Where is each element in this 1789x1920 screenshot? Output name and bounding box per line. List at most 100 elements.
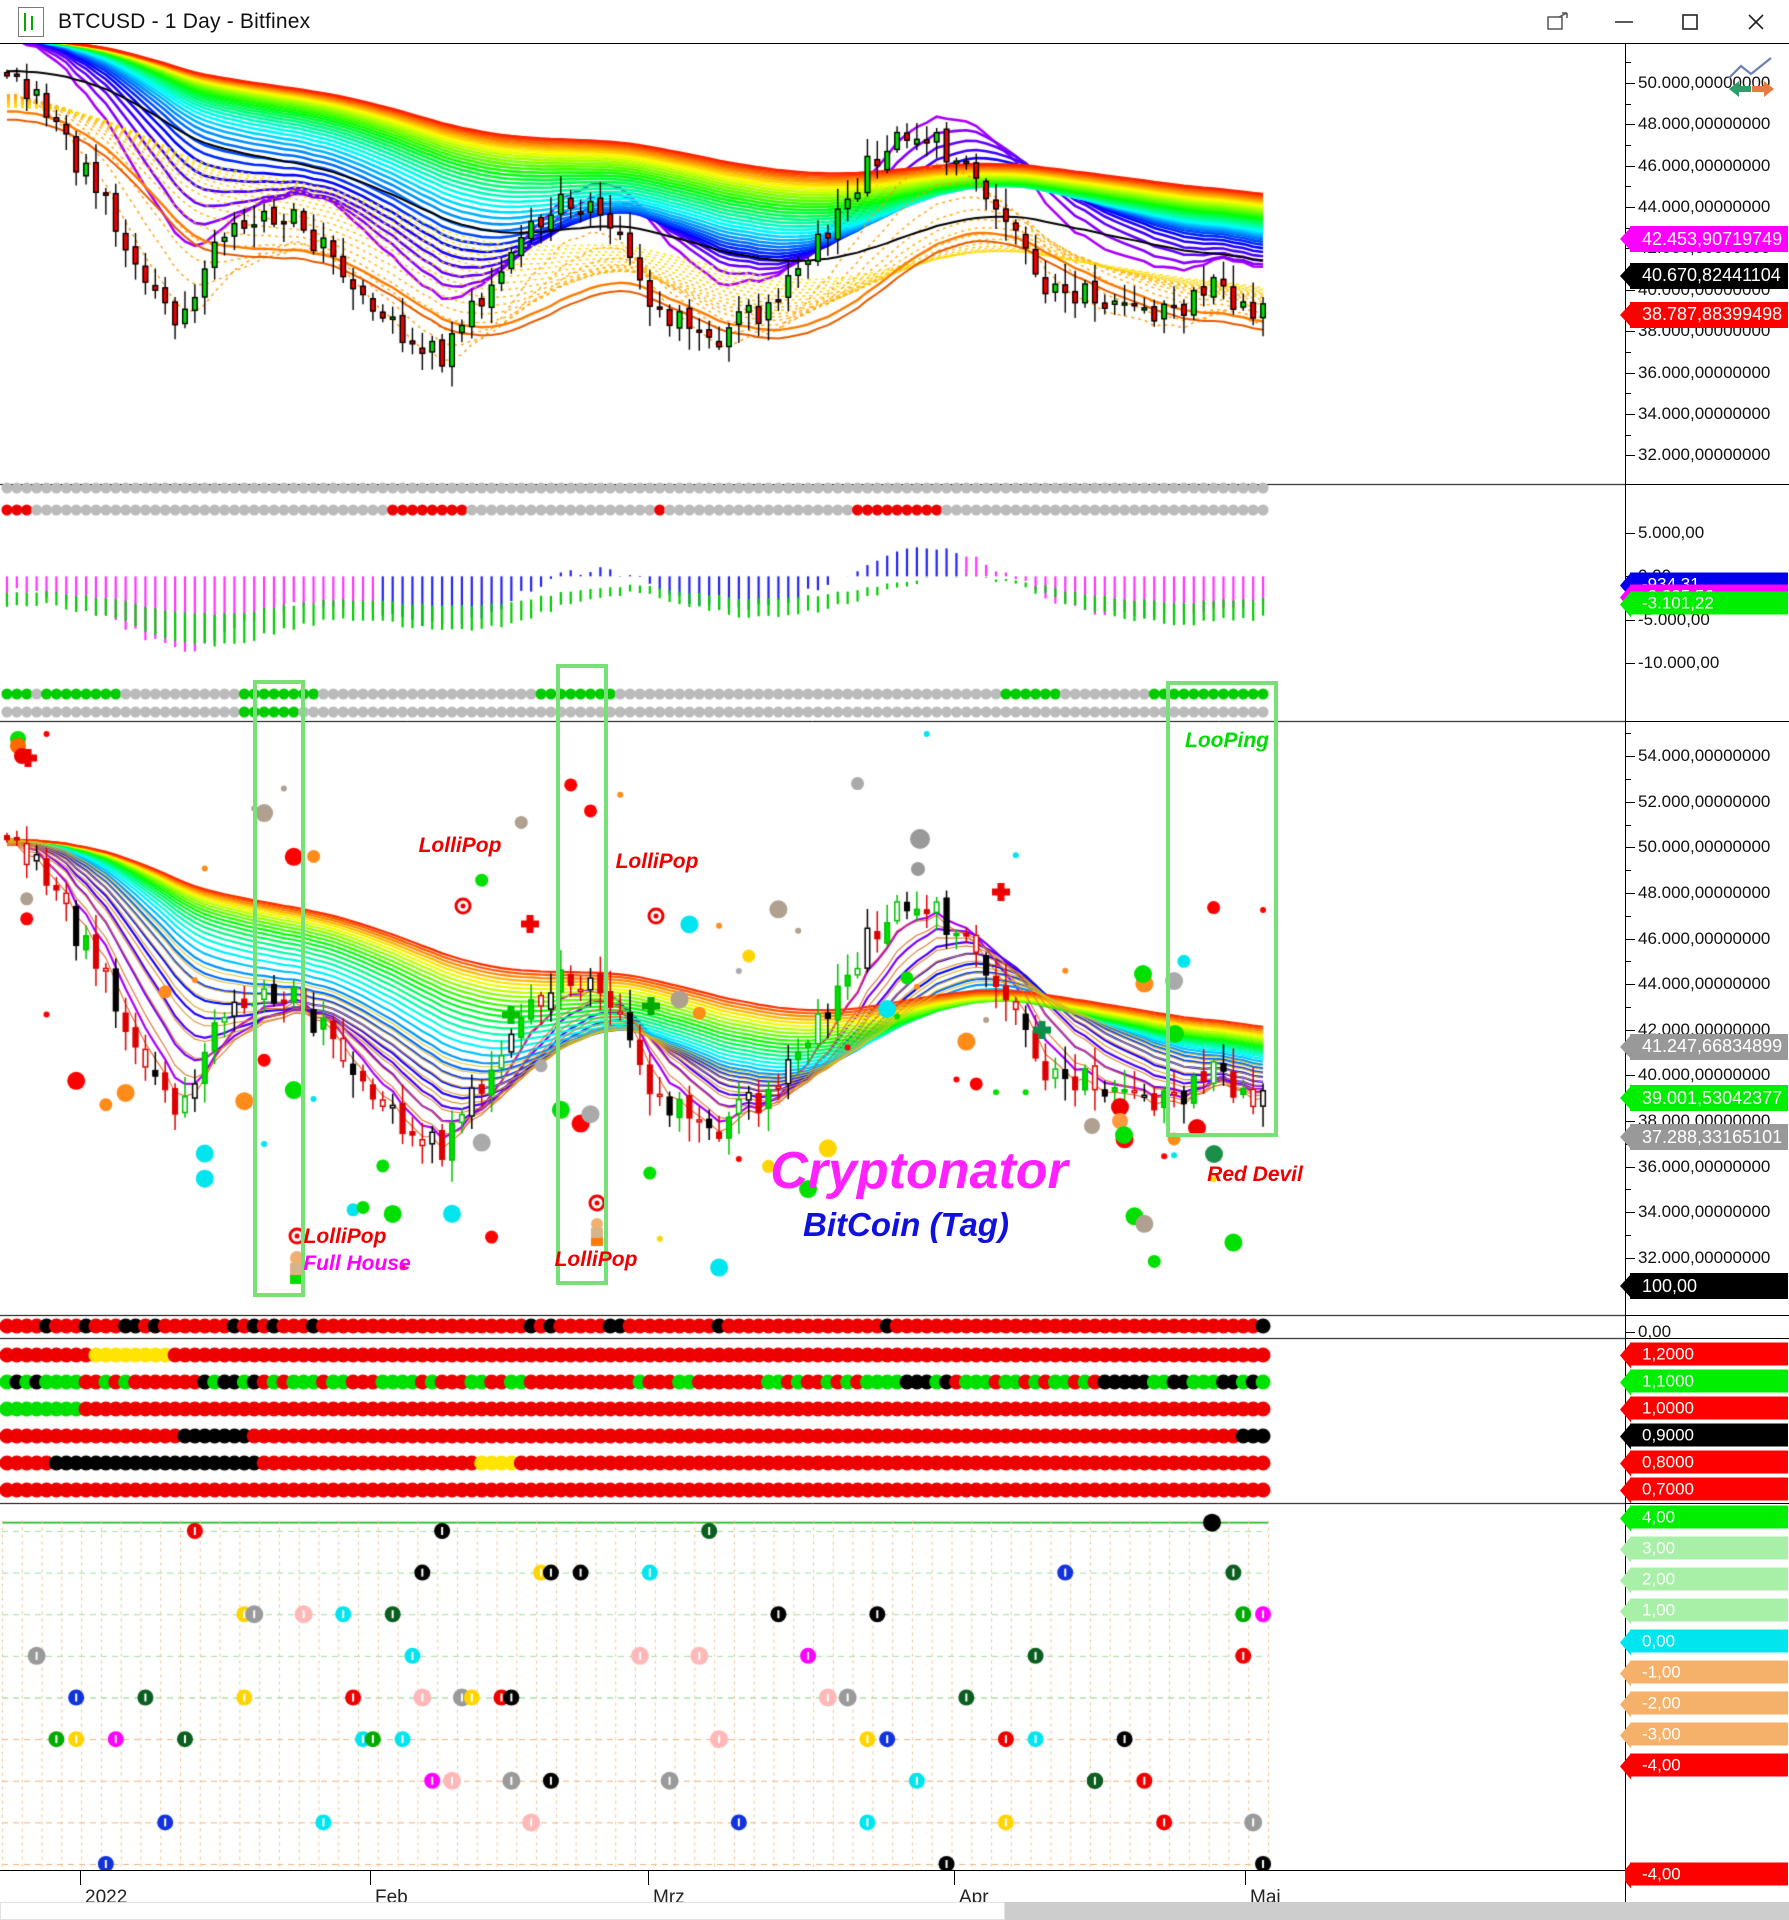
axis-tick	[1626, 1257, 1635, 1259]
window-title-bar: BTCUSD - 1 Day - Bitfinex	[0, 0, 1789, 44]
price-tag-arrow	[1620, 1567, 1631, 1594]
axis-tick	[1626, 938, 1635, 940]
window-title: BTCUSD - 1 Day - Bitfinex	[58, 9, 311, 33]
axis-tick-label: 44.000,00000000	[1638, 197, 1771, 217]
date-tick	[80, 1871, 81, 1885]
window-controls	[1525, 0, 1789, 44]
axis-minor-tick	[1626, 145, 1631, 147]
highlight-box-1	[253, 680, 305, 1297]
axis-separator	[1625, 1338, 1789, 1339]
annotation-lollipop-1: LolliPop	[418, 834, 502, 857]
axis-tick-label: 5.000,00	[1638, 523, 1705, 542]
chart-canvas[interactable]	[0, 44, 1625, 1920]
axis-tick	[1626, 756, 1635, 758]
price-tag-arrow	[1620, 1477, 1631, 1504]
scrollbar-track[interactable]	[1005, 1902, 1789, 1920]
axis-tick	[1626, 893, 1635, 894]
price-tag: -4,00	[1620, 1753, 1788, 1780]
axis-tick	[1626, 801, 1635, 803]
axis-tick	[1626, 984, 1635, 986]
price-tag-arrow	[1620, 1505, 1631, 1532]
annotation-lollipop-3: LolliPop	[303, 1225, 387, 1248]
axis-tick-label: 36.000,00000000	[1638, 1156, 1771, 1176]
price-tag: -4,00	[1620, 1862, 1788, 1889]
axis-minor-tick	[1626, 351, 1631, 353]
axis-tick-label: 44.000,00000000	[1638, 974, 1771, 994]
price-tag: 42.453,90719749	[1620, 226, 1788, 253]
price-tag-arrow	[1620, 301, 1632, 328]
chart-document-icon	[18, 6, 44, 37]
minimize-button[interactable]	[1591, 0, 1657, 44]
price-tag: 40.670,82441104	[1620, 262, 1788, 289]
horizontal-scrollbar[interactable]	[0, 1902, 1789, 1920]
price-tag: 100,00	[1620, 1273, 1788, 1299]
price-tag-arrow	[1620, 1660, 1631, 1687]
price-tag: 39.001,53042377	[1620, 1085, 1788, 1112]
axis-tick-label: 54.000,00000000	[1638, 746, 1771, 766]
axis-tick-label: 0,00	[1638, 1322, 1672, 1341]
restore-down-button[interactable]	[1525, 0, 1591, 44]
axis-tick	[1626, 455, 1635, 457]
price-tag-arrow	[1620, 1369, 1631, 1396]
chart-root: LolliPop LolliPop LolliPop Full House Lo…	[0, 44, 1789, 1920]
axis-minor-tick	[1626, 103, 1631, 105]
price-tag: -3,00	[1620, 1722, 1788, 1749]
axis-separator	[1625, 484, 1789, 485]
price-tag: 41.247,66834899	[1620, 1033, 1788, 1060]
price-tag-arrow	[1620, 1629, 1631, 1656]
axis-minor-tick	[1626, 1189, 1631, 1191]
axis-tick	[1626, 1212, 1635, 1214]
axis-minor-tick	[1626, 434, 1631, 436]
date-tick	[370, 1871, 371, 1885]
axis-minor-tick	[1626, 915, 1631, 917]
price-tag: 0,9000	[1620, 1423, 1788, 1450]
price-tag-arrow	[1620, 1342, 1631, 1369]
price-tag-arrow	[1620, 591, 1631, 618]
price-tag: 4,00	[1620, 1505, 1788, 1532]
price-tag-arrow	[1620, 1033, 1632, 1060]
axis-tick	[1626, 289, 1635, 291]
axis-separator	[1625, 1503, 1789, 1504]
axis-tick-label: 36.000,00000000	[1638, 362, 1771, 382]
price-tag: -3.101,22	[1620, 591, 1788, 618]
price-tag: 0,00	[1620, 1629, 1788, 1656]
scrollbar-thumb[interactable]	[0, 1902, 1005, 1920]
price-tag: 1,0000	[1620, 1396, 1788, 1423]
axis-tick-label: -10.000,00	[1638, 653, 1720, 672]
axis-minor-tick	[1626, 186, 1631, 188]
axis-tick-label: 46.000,00000000	[1638, 928, 1771, 948]
axis-tick	[1626, 533, 1635, 534]
price-tag: 0,8000	[1620, 1450, 1788, 1477]
axis-minor-tick	[1626, 733, 1631, 735]
annotation-looping: LooPing	[1185, 729, 1269, 752]
axis-tick-label: 50.000,00000000	[1638, 837, 1771, 857]
axis-tick	[1626, 124, 1635, 126]
axis-tick	[1626, 83, 1635, 85]
price-tag-arrow	[1620, 1423, 1631, 1450]
date-tick	[1245, 1871, 1246, 1885]
annotation-reddevil: Red Devil	[1207, 1163, 1303, 1186]
price-tag: 1,2000	[1620, 1342, 1788, 1369]
maximize-button[interactable]	[1657, 0, 1723, 44]
price-tag: 0,7000	[1620, 1477, 1788, 1504]
axis-tick	[1626, 372, 1635, 374]
price-tag-arrow	[1620, 1396, 1631, 1423]
close-button[interactable]	[1723, 0, 1789, 44]
annotation-fullhouse: Full House	[303, 1252, 411, 1275]
price-tag-arrow	[1620, 1862, 1631, 1889]
price-tag-arrow	[1620, 1598, 1631, 1625]
axis-tick	[1626, 1166, 1635, 1168]
price-tag-arrow	[1620, 1273, 1632, 1299]
axis-separator	[1625, 1315, 1789, 1316]
price-tag-arrow	[1620, 1450, 1631, 1477]
axis-minor-tick	[1626, 62, 1631, 64]
axis-minor-tick	[1626, 961, 1631, 963]
axis-minor-tick	[1626, 393, 1631, 395]
price-tag-arrow	[1620, 262, 1632, 289]
price-tag: 38.787,88399498	[1620, 301, 1788, 328]
price-axis-column: 50.000,00000000 48.000,00000000 46.000,000…	[1620, 44, 1789, 1920]
axis-tick-label: 34.000,00000000	[1638, 403, 1771, 423]
trend-arrows-icon[interactable]	[1721, 56, 1781, 98]
price-tag-arrow	[1620, 1753, 1631, 1780]
price-tag-arrow	[1620, 1085, 1632, 1112]
